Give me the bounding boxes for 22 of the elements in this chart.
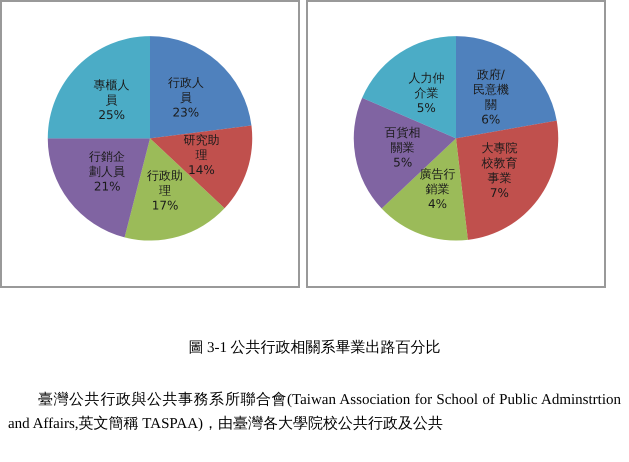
slice-label: 大專院校教育事業: [480, 141, 518, 186]
data-label: 4%: [428, 197, 448, 212]
data-label: 17%: [152, 198, 178, 212]
slice-label: 行政助理: [147, 168, 184, 198]
slice-label: 百貨相關業: [384, 126, 421, 155]
slice-label: 人力仲介業: [408, 71, 444, 100]
text: 臺灣公共行政與公共事務系所聯合會(Taiwan Association for School of Public Adminstrtion and Affairs,英文簡稱 TASPAA)，由臺灣各大學院校公共行政及公共: [8, 390, 621, 434]
data-label: 5%: [416, 101, 436, 116]
slice-label: 政府/民意機關: [472, 67, 509, 112]
slice-label: 專櫃人員: [94, 78, 130, 108]
slice-label: 研究助理: [183, 133, 220, 162]
data-label: 21%: [94, 179, 121, 194]
data-label: 5%: [393, 156, 412, 170]
data-label: 23%: [172, 106, 200, 120]
slice-label: 行銷企劃人員: [89, 149, 126, 178]
caption: 圖 3-1 公共行政相關系畢業出路百分比: [187, 338, 442, 358]
data-label: 25%: [98, 108, 126, 122]
data-label: 6%: [481, 112, 500, 126]
slice-label: 廣告行銷業: [419, 167, 456, 196]
slice-label: 行政人員: [168, 76, 204, 105]
data-label: 14%: [188, 163, 215, 178]
data-label: 7%: [490, 186, 509, 200]
